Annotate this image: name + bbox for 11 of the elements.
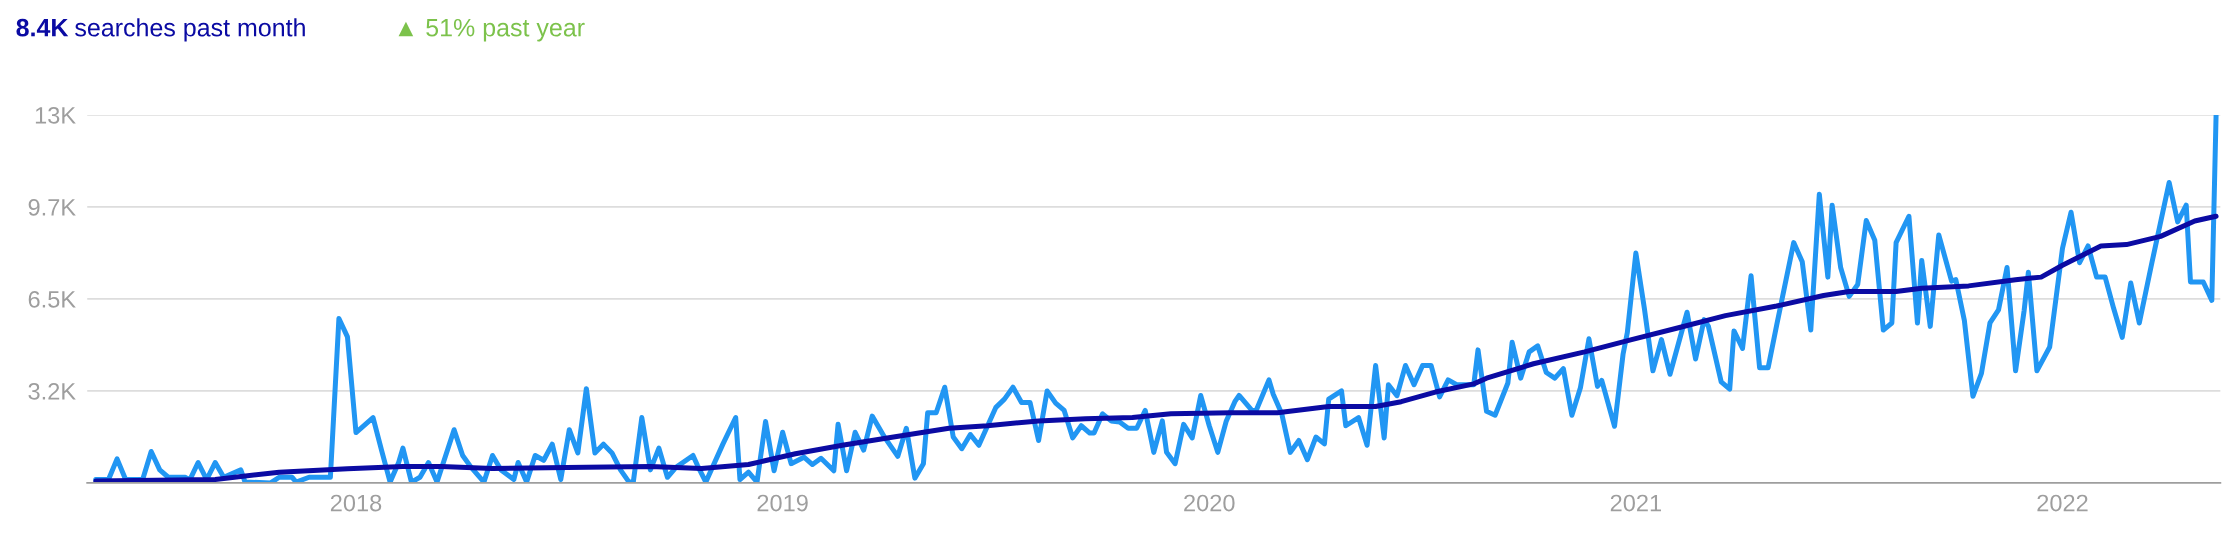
y-tick-label: 9.7K [28,198,76,216]
x-tick-label: 2021 [1610,494,1661,512]
x-tick-label: 2020 [1184,494,1235,512]
chart-subtitle: ▲ 51% past year [398,18,585,42]
y-tick-label: 13K [35,106,76,124]
x-tick-label: 2022 [2037,494,2088,512]
x-tick-label: 2018 [330,494,382,512]
y-tick-label: 3.2K [28,382,76,400]
y-tick-label: 6.5K [28,290,76,308]
x-tick-label: 2019 [757,494,808,512]
chart-title: 8.4K searches past month [16,18,305,42]
